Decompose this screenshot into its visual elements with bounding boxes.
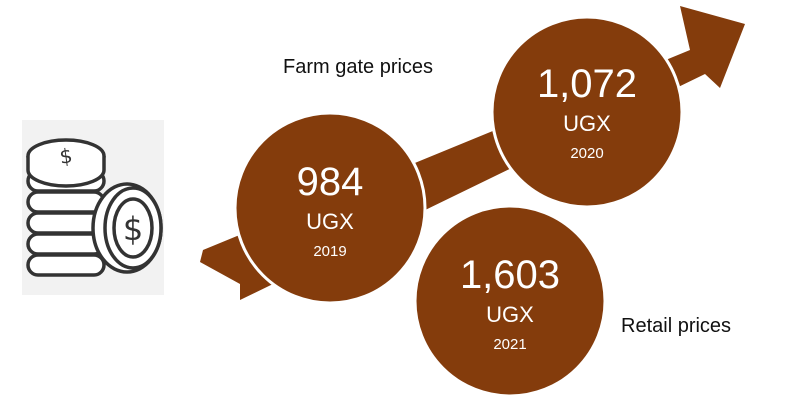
- svg-text:$: $: [123, 210, 143, 248]
- price-unit: UGX: [563, 111, 611, 136]
- circle-2021: [413, 204, 607, 398]
- price-year: 2019: [313, 243, 347, 260]
- price-value: 1,603: [459, 253, 561, 297]
- price-value: 984: [296, 160, 364, 204]
- price-year: 2021: [493, 336, 527, 353]
- coin-stack-icon: $ $: [26, 138, 163, 277]
- price-2020: 1,072 UGX 2020: [507, 62, 667, 164]
- circle-2020: [490, 15, 684, 209]
- svg-text:$: $: [58, 143, 74, 169]
- price-value: 1,072: [536, 62, 638, 106]
- price-2019: 984 UGX 2019: [250, 160, 410, 262]
- circle-2019: [233, 111, 427, 305]
- price-year: 2020: [570, 145, 604, 162]
- price-unit: UGX: [486, 302, 534, 327]
- price-2021: 1,603 UGX 2021: [430, 253, 590, 355]
- retail-label: Retail prices: [621, 315, 732, 337]
- price-unit: UGX: [306, 209, 354, 234]
- farm-gate-label: Farm gate prices: [283, 56, 434, 78]
